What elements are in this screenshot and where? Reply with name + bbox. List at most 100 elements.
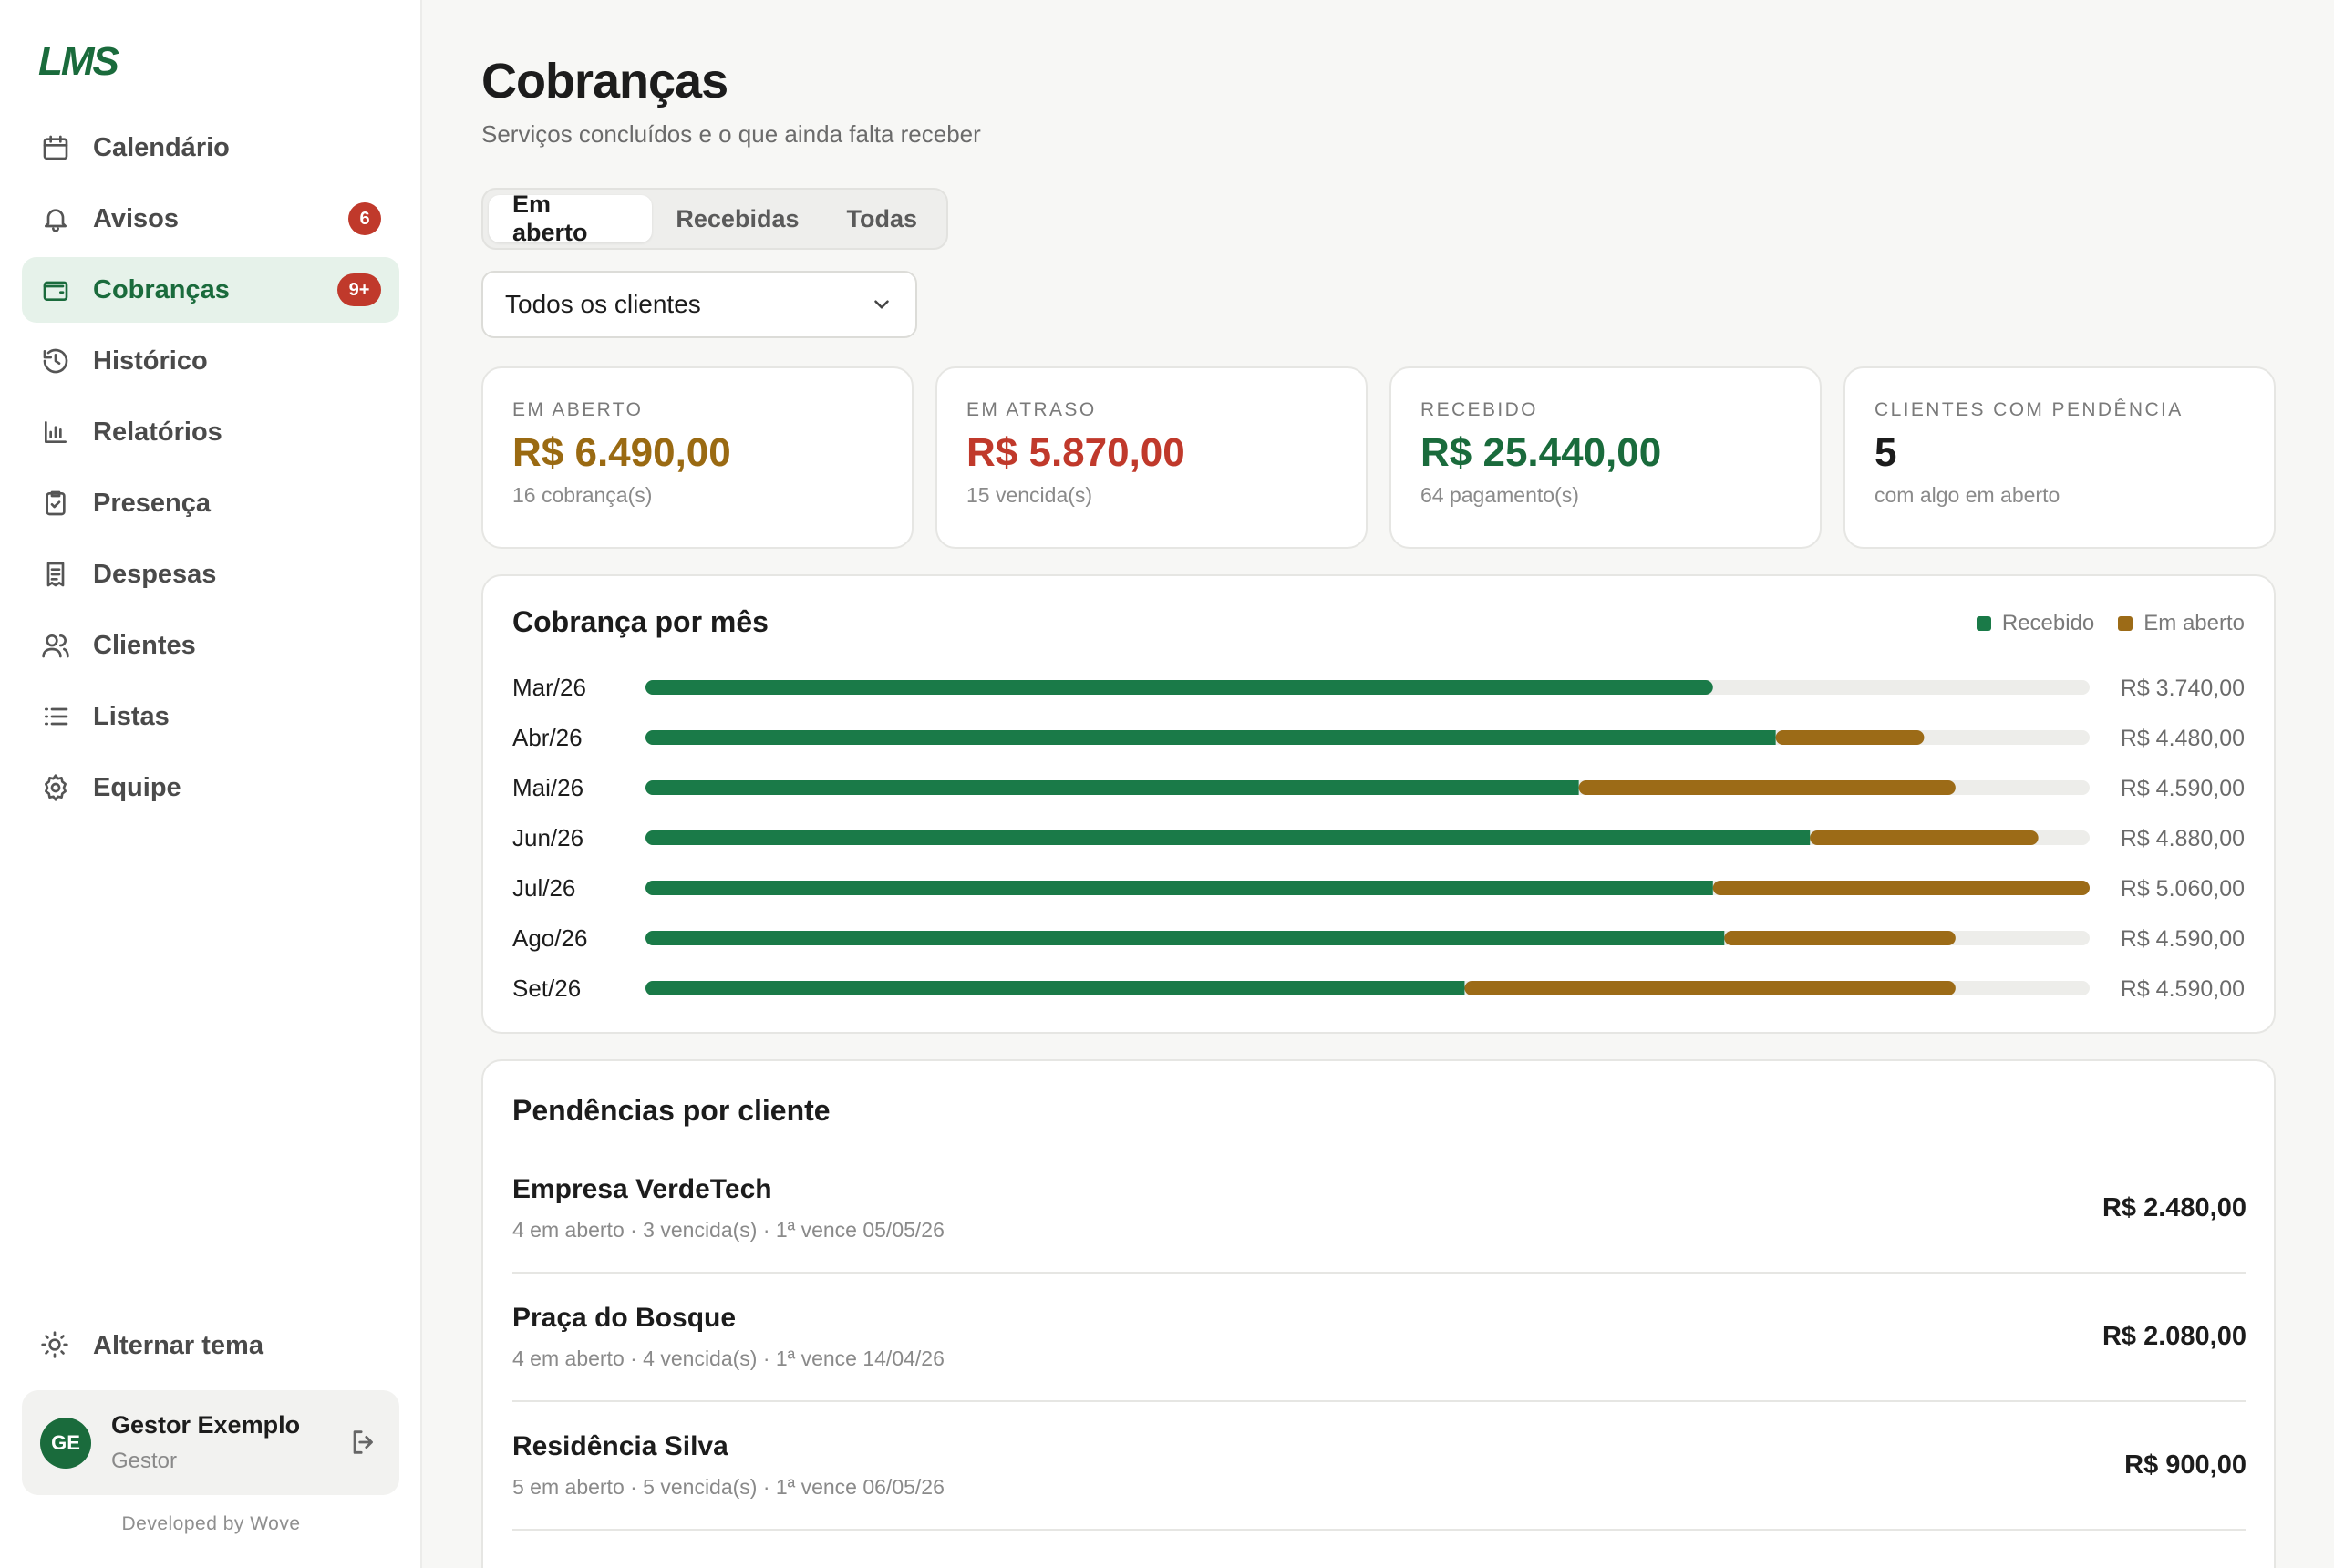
page-title: Cobranças [481,54,728,108]
tab-em-aberto[interactable]: Em aberto [489,191,653,246]
legend-swatch [1976,616,1991,631]
users-icon [40,630,71,661]
kpi-label: CLIENTES COM PENDÊNCIA [1874,399,2184,420]
legend-item-recebido: Recebido [1976,611,2094,636]
total-label: R$ 4.590,00 [2121,976,2245,1002]
client-amount: R$ 900,00 [2124,1450,2246,1480]
svg-text:LMS: LMS [38,40,119,80]
category-label: Mar/26 [512,674,586,701]
bar-em-aberto [1712,881,2090,895]
client-info: Empresa VerdeTech 4 em aberto · 3 vencid… [512,1174,945,1243]
sidebar-item-avisos[interactable]: Avisos 6 [22,186,399,252]
bar-recebido [645,680,1713,695]
legend-item-em-aberto: Em aberto [2118,611,2245,636]
client-name: Empresa VerdeTech [512,1174,772,1204]
client-info: Praça do Bosque 4 em aberto · 4 vencida(… [512,1303,945,1371]
client-amount: R$ 2.080,00 [2102,1322,2246,1351]
bell-icon [40,203,71,234]
bar-recebido [645,931,1725,945]
sidebar-item-presenca[interactable]: Presença [22,470,399,536]
bar-recebido [645,780,1579,795]
bar-recebido [645,881,1713,895]
user-card: GE Gestor Exemplo Gestor [22,1390,399,1495]
status-tabs: Em aberto Recebidas Todas [481,188,948,250]
receipt-icon [40,559,71,590]
wallet-icon [40,274,71,305]
list-item[interactable]: Praça do Bosque 4 em aberto · 4 vencida(… [512,1274,2246,1402]
sidebar-item-label: Relatórios [93,417,222,447]
sidebar: LMS Calendário Avisos 6 Cobranças 9+ [0,0,422,1568]
logout-icon[interactable] [348,1427,381,1460]
notification-badge: 6 [348,202,381,235]
sidebar-item-listas[interactable]: Listas [22,684,399,749]
bar-recebido-joint [1450,981,1465,995]
kpi-value: R$ 6.490,00 [512,430,731,475]
category-label: Set/26 [512,975,581,1002]
kpi-card-recebido: RECEBIDO R$ 25.440,00 64 pagamento(s) [1389,366,1822,549]
user-role: Gestor [111,1449,178,1473]
bar-em-aberto [1464,981,1956,995]
pendencias-card: Pendências por cliente Empresa VerdeTech… [481,1059,2276,1568]
tab-todas[interactable]: Todas [846,204,917,232]
kpi-card-clientes-pendencia: CLIENTES COM PENDÊNCIA 5 com algo em abe… [1843,366,2276,549]
sidebar-item-label: Listas [93,701,170,731]
kpi-label: RECEBIDO [1420,399,1538,420]
pendencias-title: Pendências por cliente [512,1094,831,1127]
sidebar-item-equipe[interactable]: Equipe [22,755,399,820]
bar-em-aberto [1578,780,1956,795]
client-name: Residência Silva [512,1431,728,1461]
category-label: Mai/26 [512,774,584,801]
bar-recebido-joint [1698,881,1713,895]
kpi-value: R$ 25.440,00 [1420,430,1662,475]
legend-swatch [2118,616,2133,631]
sidebar-item-label: Clientes [93,630,196,660]
history-icon [40,346,71,377]
tab-recebidas[interactable]: Recebidas [676,204,800,232]
pendencias-list: Empresa VerdeTech 4 em aberto · 3 vencid… [512,1145,2246,1531]
sidebar-item-calendario[interactable]: Calendário [22,115,399,181]
sidebar-item-label: Histórico [93,346,208,376]
kpi-value: R$ 5.870,00 [966,430,1185,475]
sun-icon [40,1330,71,1361]
sidebar-nav: Calendário Avisos 6 Cobranças 9+ Históri… [22,115,399,826]
sidebar-item-historico[interactable]: Histórico [22,328,399,394]
bar-em-aberto [1810,830,2039,845]
avatar: GE [40,1417,91,1469]
category-label: Ago/26 [512,924,587,952]
user-name: Gestor Exemplo [111,1411,301,1439]
client-meta: 4 em aberto · 4 vencida(s) · 1ª vence 14… [512,1346,945,1370]
total-label: R$ 4.480,00 [2121,726,2245,751]
theme-toggle-label: Alternar tema [93,1330,263,1360]
kpi-card-em-aberto: EM ABERTO R$ 6.490,00 16 cobrança(s) [481,366,914,549]
bar-chart-icon [40,417,71,448]
kpi-sub: 64 pagamento(s) [1420,483,1579,507]
sidebar-item-relatorios[interactable]: Relatórios [22,399,399,465]
sidebar-item-clientes[interactable]: Clientes [22,613,399,678]
sidebar-item-despesas[interactable]: Despesas [22,542,399,607]
sidebar-item-label: Avisos [93,203,180,233]
gear-icon [40,772,71,803]
legend-label: Em aberto [2143,611,2245,635]
bar-recebido-joint [1761,730,1776,745]
theme-toggle-button[interactable]: Alternar tema [22,1313,399,1378]
client-name: Praça do Bosque [512,1303,737,1333]
sidebar-item-label: Cobranças [93,274,230,304]
list-item[interactable]: Residência Silva 5 em aberto · 5 vencida… [512,1402,2246,1531]
kpi-label: EM ABERTO [512,399,644,420]
bar-em-aberto [1775,730,1925,745]
client-filter-value: Todos os clientes [505,290,701,318]
lms-logo[interactable]: LMS [38,40,148,80]
sidebar-item-label: Equipe [93,772,181,802]
client-info: Residência Silva 5 em aberto · 5 vencida… [512,1431,945,1500]
client-filter-select[interactable]: Todos os clientes [481,271,917,338]
list-item[interactable]: Empresa VerdeTech 4 em aberto · 3 vencid… [512,1145,2246,1274]
list-icon [40,701,71,732]
sidebar-item-cobrancas[interactable]: Cobranças 9+ [22,257,399,323]
client-meta: 4 em aberto · 3 vencida(s) · 1ª vence 05… [512,1218,945,1242]
total-label: R$ 4.590,00 [2121,926,2245,952]
client-meta: 5 em aberto · 5 vencida(s) · 1ª vence 06… [512,1475,945,1499]
chevron-down-icon [874,300,889,309]
total-label: R$ 4.880,00 [2121,826,2245,851]
category-label: Jul/26 [512,874,575,902]
bar-recebido-joint [1564,780,1579,795]
